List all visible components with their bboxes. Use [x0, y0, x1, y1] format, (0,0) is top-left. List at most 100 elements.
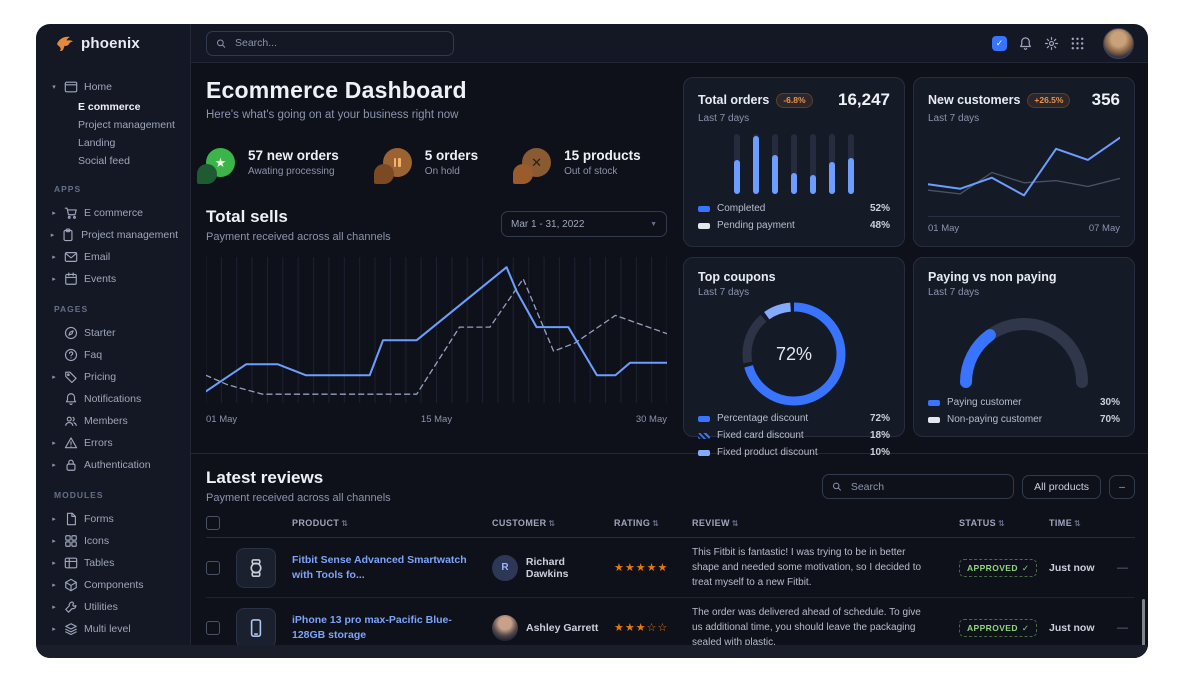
sidebar-item-label: Pricing: [84, 371, 117, 383]
sort-icon: ⇅: [548, 519, 556, 528]
date-range-select[interactable]: Mar 1 - 31, 2022 ▼: [501, 211, 667, 237]
sidebar-item-multi-level[interactable]: ▸ Multi level: [46, 618, 182, 640]
review-time: Just now: [1049, 621, 1095, 634]
theme-checkbox-icon[interactable]: ✓: [992, 35, 1007, 51]
main-content: Ecommerce Dashboard Here's what's going …: [191, 63, 1148, 658]
sidebar-item-tables[interactable]: ▸ Tables: [46, 552, 182, 574]
rating-stars: ★★★☆☆: [614, 622, 669, 634]
brand-logo[interactable]: phoenix: [36, 24, 190, 62]
product-image: [236, 547, 276, 588]
sidebar-item-starter[interactable]: Starter: [46, 322, 182, 344]
card-paying-vs-non-paying: Paying vs non paying Last 7 days Paying …: [913, 257, 1135, 437]
bar: [772, 134, 778, 194]
bell-icon[interactable]: [1017, 35, 1033, 51]
sidebar-item-utilities[interactable]: ▸ Utilities: [46, 596, 182, 618]
sort-icon: ⇅: [341, 519, 349, 528]
row-checkbox[interactable]: [206, 620, 220, 635]
star-badge-icon: ★: [197, 148, 235, 184]
column-header-customer[interactable]: CUSTOMER ⇅: [492, 518, 556, 528]
search-input[interactable]: [232, 36, 444, 50]
caret-icon: ▸: [52, 626, 56, 633]
sidebar-item-label: Notifications: [84, 393, 142, 405]
card-top-coupons: Top coupons Last 7 days 72% Percentage d…: [683, 257, 905, 458]
review-time: Just now: [1049, 561, 1095, 574]
legend-item: Fixed product discount 10%: [698, 444, 890, 461]
product-link[interactable]: iPhone 13 pro max-Pacific Blue-128GB sto…: [292, 614, 452, 641]
sidebar-item-pricing[interactable]: ▸ Pricing: [46, 366, 182, 388]
product-link[interactable]: Fitbit Sense Advanced Smartwatch with To…: [292, 554, 467, 581]
trend-badge: +26.5%: [1027, 92, 1071, 108]
users-icon: [64, 414, 78, 428]
card-period: Last 7 days: [698, 287, 750, 298]
column-header-review[interactable]: REVIEW ⇅: [692, 518, 740, 528]
row-checkbox[interactable]: [206, 560, 220, 575]
sidebar-item-members[interactable]: Members: [46, 410, 182, 432]
dashboard-left-column: Ecommerce Dashboard Here's what's going …: [197, 77, 675, 437]
caret-icon: ▸: [52, 604, 56, 611]
sidebar-item-events[interactable]: ▸ Events: [46, 268, 182, 290]
apps-grid-icon[interactable]: [1069, 35, 1085, 51]
card-total-orders: Total orders -6.8% 16,247 Last 7 days Co…: [683, 77, 905, 247]
sidebar-subitem-landing[interactable]: Landing: [78, 137, 116, 149]
sidebar-item-authentication[interactable]: ▸ Authentication: [46, 454, 182, 476]
legend-swatch: [698, 449, 710, 456]
row-action-dash[interactable]: —: [1117, 561, 1128, 574]
sidebar-item-notifications[interactable]: Notifications: [46, 388, 182, 410]
caret-icon: ▾: [52, 84, 56, 91]
caret-icon: ▸: [52, 210, 56, 217]
sidebar-item-email[interactable]: ▸ Email: [46, 246, 182, 268]
gear-icon[interactable]: [1043, 35, 1059, 51]
sidebar-item-label: Home: [84, 81, 113, 93]
navbar-search[interactable]: [206, 30, 454, 56]
column-header-status[interactable]: STATUS ⇅: [959, 518, 1006, 528]
trend-badge: -6.8%: [776, 92, 813, 108]
product-image: [236, 607, 276, 648]
legend-swatch: [698, 415, 710, 422]
nav-section-heading: APPS: [54, 184, 82, 194]
sidebar-subitem-e-commerce[interactable]: E commerce: [78, 101, 141, 113]
sidebar-subitem-project-management[interactable]: Project management: [78, 119, 175, 131]
sidebar-item-label: Events: [84, 273, 117, 285]
sidebar-item-project-management[interactable]: ▸ Project management: [46, 224, 182, 246]
legend-item: Percentage discount 72%: [698, 410, 890, 427]
table-row: Fitbit Sense Advanced Smartwatch with To…: [206, 538, 1135, 598]
table-body: Fitbit Sense Advanced Smartwatch with To…: [206, 538, 1135, 658]
caret-icon: ▸: [52, 374, 56, 381]
bar: [753, 134, 759, 194]
legend-item: Paying customer 30%: [928, 394, 1120, 411]
envelope-icon: [64, 250, 78, 264]
all-products-filter-button[interactable]: All products: [1022, 474, 1101, 499]
minus-icon: –: [1119, 480, 1125, 493]
rating-stars: ★★★★★: [614, 562, 669, 574]
card-period: Last 7 days: [928, 113, 980, 124]
column-header-product[interactable]: PRODUCT ⇅: [292, 518, 349, 528]
select-all-checkbox[interactable]: [206, 516, 220, 530]
sidebar-item-components[interactable]: ▸ Components: [46, 574, 182, 596]
caret-icon: ▸: [52, 276, 56, 283]
column-header-rating[interactable]: RATING ⇅: [614, 518, 660, 528]
row-action-dash[interactable]: —: [1117, 621, 1128, 634]
sidebar-item-faq[interactable]: Faq: [46, 344, 182, 366]
sidebar-item-icons[interactable]: ▸ Icons: [46, 530, 182, 552]
right-column: ✓ Ecommerce Dashboard Here's what's goin…: [191, 24, 1148, 658]
sidebar-item-label: Errors: [84, 437, 113, 449]
sidebar-subitem-social-feed[interactable]: Social feed: [78, 155, 130, 167]
sidebar-item-forms[interactable]: ▸ Forms: [46, 508, 182, 530]
reviews-search[interactable]: [822, 474, 1015, 499]
user-avatar[interactable]: [1103, 27, 1134, 59]
sidebar-item-home[interactable]: ▾ Home: [46, 76, 182, 98]
collapse-button[interactable]: –: [1109, 474, 1135, 499]
new-customers-x-axis: 01 May 07 May: [928, 216, 1120, 234]
card-title: New customers: [928, 93, 1021, 107]
calendar-icon: [64, 272, 78, 286]
sidebar-item-errors[interactable]: ▸ Errors: [46, 432, 182, 454]
reviews-search-input[interactable]: [848, 479, 1005, 494]
sidebar-item-e-commerce[interactable]: ▸ E commerce: [46, 202, 182, 224]
sidebar-item-label: Faq: [84, 349, 103, 361]
file-icon: [64, 512, 78, 526]
vertical-scrollbar[interactable]: [1142, 599, 1145, 658]
column-header-time[interactable]: TIME ⇅: [1049, 518, 1082, 528]
caret-icon: ▸: [52, 440, 56, 447]
legend-swatch: [698, 222, 710, 229]
tag-icon: [64, 370, 78, 384]
